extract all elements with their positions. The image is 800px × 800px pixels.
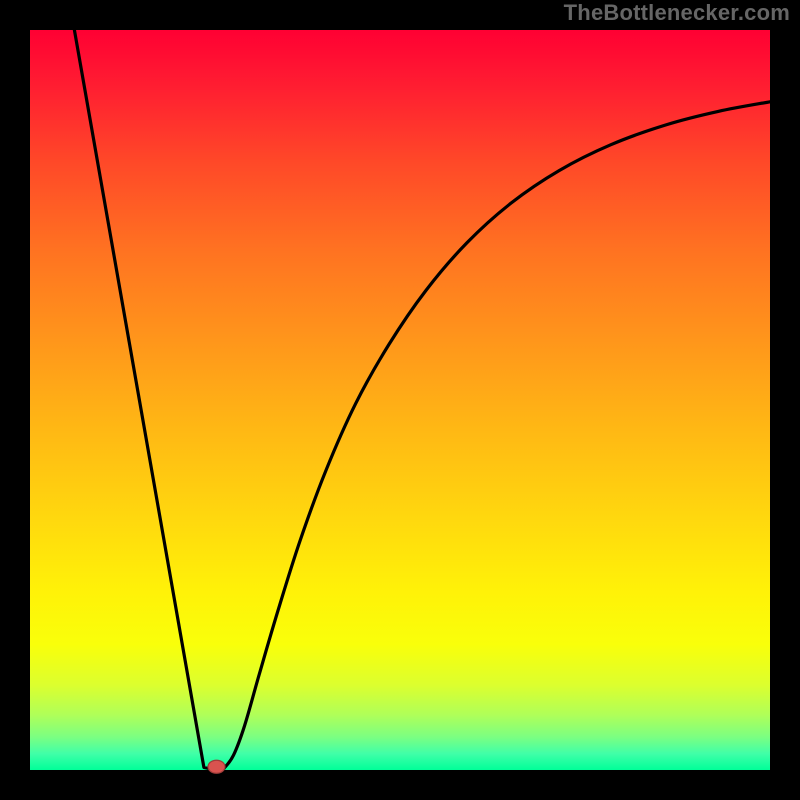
chart-container: TheBottlenecker.com [0, 0, 800, 800]
optimal-point-marker [208, 760, 225, 773]
watermark-text: TheBottlenecker.com [564, 0, 790, 26]
chart-svg [0, 0, 800, 800]
